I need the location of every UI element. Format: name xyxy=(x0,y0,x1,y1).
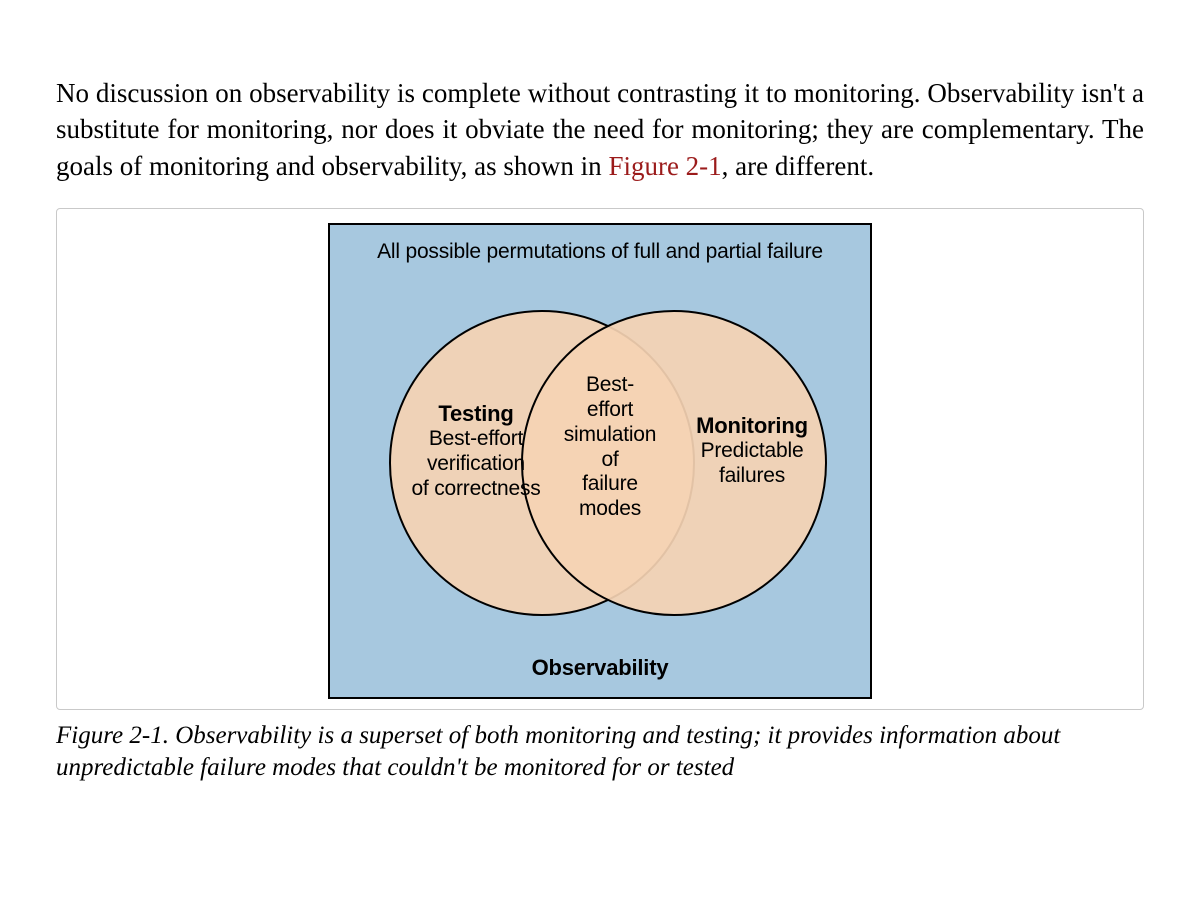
figure-caption: Figure 2-1. Observability is a superset … xyxy=(56,720,1144,784)
venn-left-line-0: Best-effort xyxy=(396,427,556,452)
venn-left-heading: Testing xyxy=(396,401,556,427)
venn-left-line-2: of correctness xyxy=(396,477,556,502)
venn-label-center: Best- effort simulation of failure modes xyxy=(555,373,665,522)
venn-left-line-1: verification xyxy=(396,452,556,477)
figure-container: All possible permutations of full and pa… xyxy=(56,208,1144,710)
venn-center-line-1: effort xyxy=(555,398,665,423)
venn-diagram: All possible permutations of full and pa… xyxy=(328,223,872,699)
venn-area: Testing Best-effort verification of corr… xyxy=(330,273,870,653)
venn-center-line-4: failure xyxy=(555,472,665,497)
venn-label-left: Testing Best-effort verification of corr… xyxy=(396,401,556,501)
venn-center-line-5: modes xyxy=(555,497,665,522)
page: No discussion on observability is comple… xyxy=(0,0,1200,816)
venn-center-line-2: simulation xyxy=(555,423,665,448)
diagram-header: All possible permutations of full and pa… xyxy=(330,240,870,264)
diagram-footer: Observability xyxy=(330,655,870,681)
para-post: , are different. xyxy=(722,151,874,181)
para-pre: No discussion on observability is comple… xyxy=(56,78,1144,181)
venn-right-heading: Monitoring xyxy=(677,413,827,439)
venn-center-line-3: of xyxy=(555,448,665,473)
venn-center-line-0: Best- xyxy=(555,373,665,398)
intro-paragraph: No discussion on observability is comple… xyxy=(56,75,1144,184)
figure-reference-link[interactable]: Figure 2-1 xyxy=(608,151,721,181)
venn-label-right: Monitoring Predictable failures xyxy=(677,413,827,488)
venn-right-line-1: failures xyxy=(677,464,827,489)
venn-right-line-0: Predictable xyxy=(677,439,827,464)
